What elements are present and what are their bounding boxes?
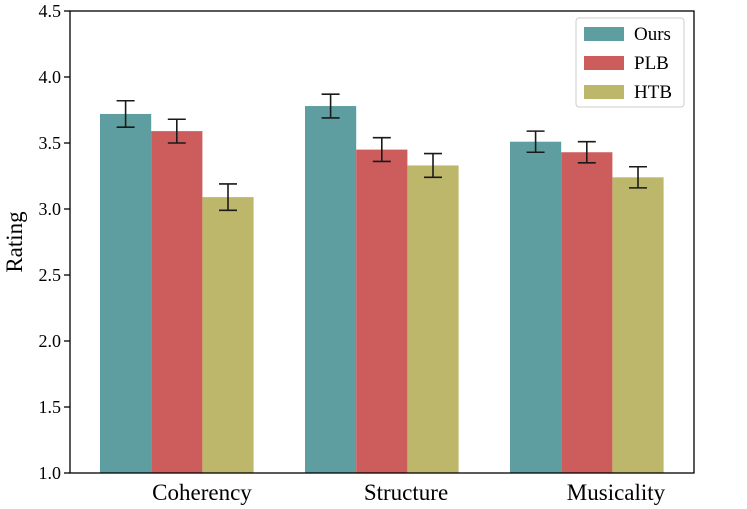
bar-ours-structure <box>305 106 357 473</box>
bar-plb-musicality <box>561 152 613 474</box>
bar-plb-coherency <box>151 131 203 473</box>
error-bar-ours-coherency <box>116 99 135 128</box>
y-tick-label: 3.5 <box>39 133 62 153</box>
bar-htb-coherency <box>202 197 254 473</box>
error-bar-plb-coherency <box>167 118 186 144</box>
error-bar-htb-structure <box>424 152 442 179</box>
error-bar-ours-musicality <box>526 130 545 154</box>
category-label-coherency: Coherency <box>152 480 252 505</box>
error-bar-htb-coherency <box>219 183 237 212</box>
error-bar-ours-structure <box>321 93 340 119</box>
legend-label-ours: Ours <box>634 24 671 45</box>
legend-label-plb: PLB <box>634 53 669 74</box>
y-axis-ticks: 1.0 1.5 2.0 2.5 3.0 3.5 4.0 4.5 <box>39 1 70 483</box>
legend: Ours PLB HTB <box>575 17 685 108</box>
y-tick-label: 1.0 <box>39 463 62 483</box>
axes-frame <box>69 10 695 474</box>
legend-swatch-htb <box>584 85 624 99</box>
y-axis-label: Rating <box>2 211 27 273</box>
legend-label-htb: HTB <box>634 82 672 103</box>
y-tick-label: 2.5 <box>39 265 62 285</box>
y-tick-label: 4.5 <box>39 1 62 21</box>
bar-htb-musicality <box>612 177 664 473</box>
category-label-musicality: Musicality <box>567 480 666 505</box>
y-tick-label: 3.0 <box>39 199 62 219</box>
legend-swatch-ours <box>584 27 624 41</box>
legend-swatch-plb <box>584 56 624 70</box>
bar-ours-musicality <box>510 141 562 473</box>
bar-ours-coherency <box>100 113 152 474</box>
error-bar-plb-musicality <box>577 140 596 164</box>
y-tick-label: 2.0 <box>39 331 62 351</box>
error-bar-plb-structure <box>372 136 391 163</box>
bar-plb-structure <box>356 149 408 473</box>
y-tick-label: 1.5 <box>39 397 62 417</box>
y-tick-label: 4.0 <box>39 67 62 87</box>
plot-area <box>69 10 695 474</box>
category-label-structure: Structure <box>364 480 448 505</box>
x-axis-categories: Coherency Structure Musicality <box>152 480 666 505</box>
error-bar-htb-musicality <box>629 165 647 189</box>
bar-htb-structure <box>407 165 459 473</box>
